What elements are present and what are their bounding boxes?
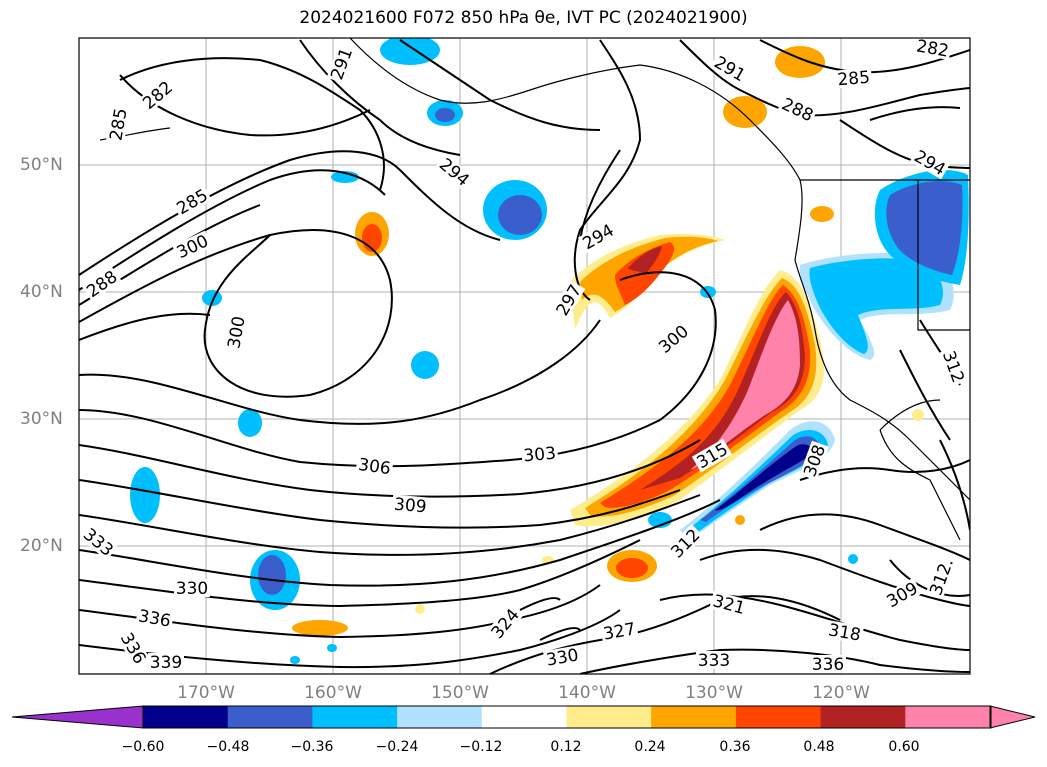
contour-label: 336 bbox=[812, 655, 844, 675]
colorbar bbox=[11, 705, 1036, 729]
colorbar-tick-label: −0.36 bbox=[290, 739, 334, 755]
colorbar-segment bbox=[735, 706, 822, 728]
colorbar-segment bbox=[651, 706, 737, 728]
contour-label: 330 bbox=[176, 579, 208, 599]
colorbar-tick-label: 0.12 bbox=[550, 739, 582, 755]
colorbar-tick-label: −0.12 bbox=[459, 739, 503, 755]
lon-label: 120°W bbox=[812, 683, 870, 703]
plot-area: 282 285 285 288 291 294 294 297 300 300 … bbox=[79, 36, 970, 675]
map-title: 2024021600 F072 850 hPa θe, IVT PC (2024… bbox=[299, 8, 748, 28]
lon-label: 150°W bbox=[431, 683, 489, 703]
contour-label: 339 bbox=[150, 653, 182, 673]
lat-label: 40°N bbox=[20, 282, 63, 302]
lon-label: 170°W bbox=[177, 683, 235, 703]
colorbar-tick-label: 0.24 bbox=[634, 739, 666, 755]
colorbar-tick-label: 0.48 bbox=[803, 739, 835, 755]
lat-label: 30°N bbox=[20, 409, 63, 429]
colorbar-segment bbox=[481, 706, 567, 728]
contour-label: 309 bbox=[393, 495, 427, 518]
colorbar-tick-label: −0.48 bbox=[206, 739, 250, 755]
colorbar-tick-label: −0.24 bbox=[375, 739, 419, 755]
colorbar-segment bbox=[312, 706, 398, 728]
contour-label: 303 bbox=[523, 444, 557, 467]
colorbar-tick-label: 0.60 bbox=[888, 739, 920, 755]
contour-label: 285 bbox=[837, 68, 871, 91]
plot-frame bbox=[78, 37, 971, 675]
contour-label: 333 bbox=[698, 651, 730, 671]
lon-label: 140°W bbox=[558, 683, 616, 703]
coastlines bbox=[99, 38, 970, 541]
contour-label: 282 bbox=[915, 36, 950, 61]
lat-label: 50°N bbox=[20, 155, 63, 175]
colorbar-extend-high bbox=[989, 705, 1036, 729]
contour-label: 306 bbox=[357, 455, 392, 479]
colorbar-segment bbox=[905, 706, 991, 728]
lon-label: 130°W bbox=[685, 683, 743, 703]
colorbar-segment bbox=[820, 706, 906, 728]
colorbar-tick-label: −0.60 bbox=[121, 739, 165, 755]
colorbar-segment bbox=[227, 706, 313, 728]
colorbar-segment bbox=[397, 706, 483, 728]
ivt-positive-fill bbox=[292, 46, 924, 636]
colorbar-tick-label: 0.36 bbox=[719, 739, 751, 755]
lat-label: 20°N bbox=[20, 536, 63, 556]
colorbar-extend-low bbox=[11, 705, 144, 729]
ivt-negative-fill bbox=[130, 38, 969, 664]
lon-label: 160°W bbox=[304, 683, 362, 703]
colorbar-segment bbox=[566, 706, 652, 728]
colorbar-segment bbox=[143, 706, 229, 728]
